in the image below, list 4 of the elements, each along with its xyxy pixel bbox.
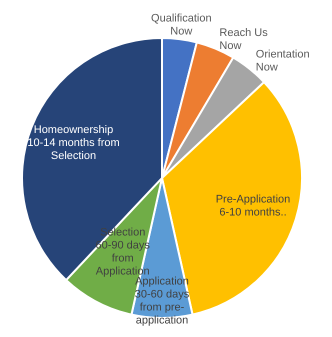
slice-label: Qualification Now [151, 12, 212, 38]
slice-label: Homeownership 10-14 months from Selection [27, 124, 120, 162]
slice-label: Pre-Application 6-10 months.. [216, 193, 290, 218]
slice-label: Orientation Now [256, 48, 310, 74]
